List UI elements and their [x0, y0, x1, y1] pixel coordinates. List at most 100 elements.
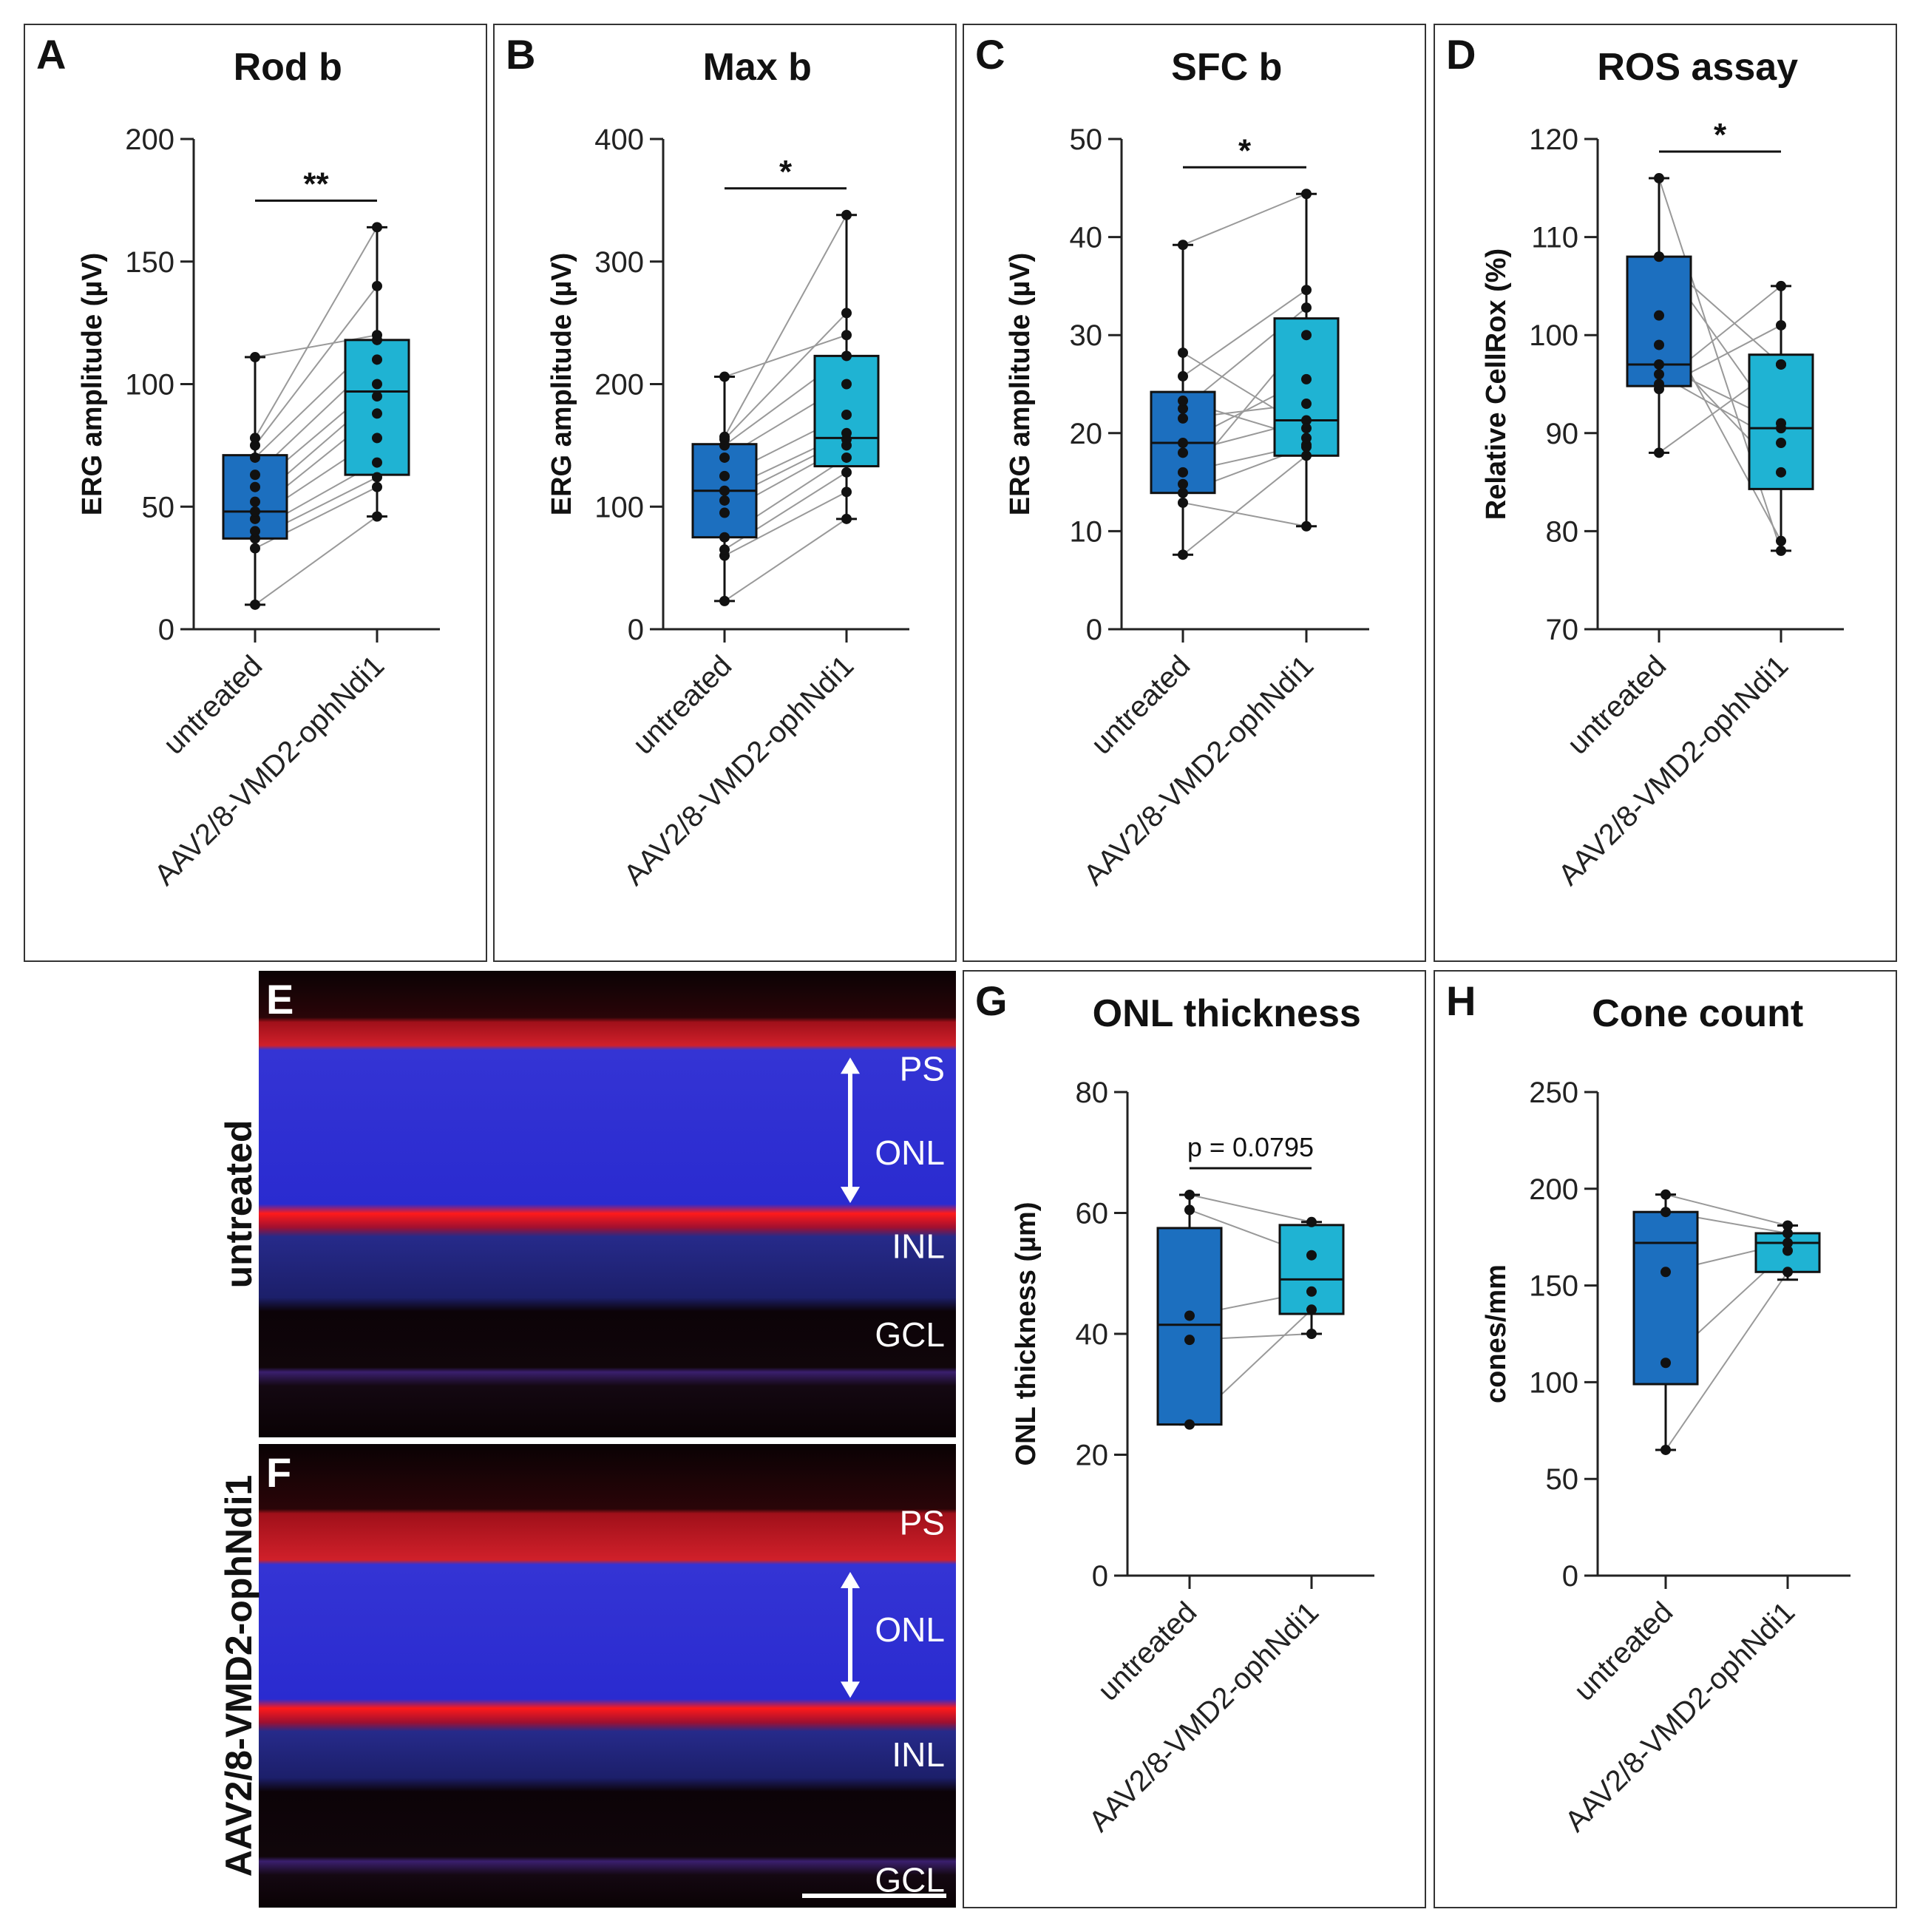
y-tick-label: 50: [142, 491, 175, 523]
chart-panel-c: C SFC b 0 10 20 30 40 50 ERG amplitude (µV) untre…: [963, 24, 1426, 962]
pair-line: [1182, 455, 1307, 556]
y-tick-label: 0: [628, 614, 644, 646]
row-side-label: untreated: [218, 1120, 259, 1289]
data-point: [372, 472, 382, 483]
y-tick-label: 70: [1546, 614, 1579, 646]
data-point: [1306, 1250, 1317, 1261]
layer-label-onl: ONL: [875, 1610, 945, 1649]
y-tick-label: 100: [125, 369, 174, 401]
data-point: [1178, 240, 1188, 251]
x-tick-label: untreated: [1561, 649, 1673, 761]
data-point: [372, 280, 382, 291]
data-point: [719, 485, 730, 496]
pair-line: [724, 334, 847, 378]
y-tick-label: 20: [1070, 418, 1103, 450]
x-tick-label: untreated: [1092, 1596, 1204, 1707]
chart-panel-g: G ONL thickness 0 20 40 60 80 ONL thickness (µm…: [963, 970, 1426, 1908]
data-point: [1184, 1204, 1195, 1216]
y-tick-label: 10: [1070, 515, 1103, 548]
data-point: [250, 513, 260, 524]
y-tick-label: 110: [1531, 222, 1578, 254]
arrow-up-icon: [841, 1572, 860, 1589]
data-point: [1776, 438, 1786, 449]
x-tick-label: AAV2/8-VMD2-ophNdi1: [1559, 1596, 1802, 1838]
data-point: [719, 431, 730, 442]
data-point: [1301, 399, 1312, 410]
data-point: [1776, 423, 1786, 434]
data-point: [1301, 189, 1312, 200]
layer-label-gcl: GCL: [875, 1315, 945, 1354]
data-point: [719, 532, 730, 543]
significance-label: *: [1238, 132, 1252, 169]
pair-line: [724, 214, 847, 438]
panel-letter: D: [1446, 31, 1476, 78]
pair-line: [254, 226, 378, 438]
box-untreated: [1156, 1227, 1223, 1426]
data-point: [841, 330, 852, 341]
data-point: [250, 543, 260, 554]
data-point: [372, 433, 382, 444]
data-point: [1301, 302, 1312, 313]
data-point: [250, 533, 260, 544]
data-point: [1178, 478, 1188, 489]
data-point: [1782, 1245, 1793, 1256]
arrow-down-icon: [841, 1681, 860, 1698]
data-point: [1301, 521, 1312, 532]
x-tick-label: untreated: [1085, 649, 1197, 761]
data-point: [372, 222, 382, 233]
data-point: [719, 544, 730, 555]
chart-title: Max b: [703, 46, 812, 89]
data-point: [372, 408, 382, 419]
y-tick-label: 200: [125, 123, 174, 156]
data-point: [1184, 1335, 1195, 1346]
data-point: [372, 511, 382, 522]
data-point: [841, 308, 852, 319]
layer-label-ps: PS: [900, 1050, 945, 1088]
data-point: [1178, 487, 1188, 498]
y-tick-label: 40: [1076, 1318, 1109, 1351]
pair-line: [1665, 1271, 1788, 1451]
data-point: [372, 354, 382, 365]
y-tick-label: 100: [1529, 1366, 1578, 1399]
data-point: [1178, 447, 1188, 458]
data-point: [841, 427, 852, 438]
layer-label-gcl: GCL: [875, 1860, 945, 1899]
layer-label-onl: ONL: [875, 1133, 945, 1172]
data-point: [1782, 1238, 1793, 1249]
y-tick-label: 20: [1076, 1440, 1109, 1472]
data-point: [1178, 348, 1188, 359]
panel-frame: [493, 24, 957, 962]
data-point: [1654, 447, 1664, 458]
y-tick-label: 100: [594, 491, 644, 523]
chart-panel-b: B Max b 0 100 200 300 400 ERG amplitude (µV) unt…: [493, 24, 957, 962]
y-tick-label: 0: [158, 614, 174, 646]
panel-frame: [963, 970, 1426, 1908]
y-tick-label: 80: [1076, 1077, 1109, 1109]
y-axis-label: ERG amplitude (µV): [546, 253, 577, 515]
x-tick-label: untreated: [627, 649, 739, 761]
data-point: [372, 391, 382, 402]
data-point: [1776, 280, 1786, 291]
significance-label: *: [779, 154, 793, 190]
arrow-up-icon: [841, 1057, 860, 1074]
data-point: [1178, 396, 1188, 407]
data-point: [1306, 1329, 1317, 1339]
data-point: [1178, 438, 1188, 449]
chart-title: SFC b: [1171, 46, 1282, 89]
x-tick-label: AAV2/8-VMD2-ophNdi1: [1083, 1596, 1326, 1838]
chart-title: Rod b: [234, 46, 342, 89]
data-point: [1654, 173, 1664, 184]
pair-line: [254, 334, 378, 359]
data-point: [719, 470, 730, 481]
data-point: [1301, 450, 1312, 461]
x-tick-label: untreated: [157, 649, 269, 761]
y-tick-label: 150: [125, 246, 174, 279]
y-tick-label: 120: [1529, 123, 1578, 156]
panel-frame: [963, 24, 1426, 962]
data-point: [841, 467, 852, 478]
row-side-label: AAV2/8-VMD2-ophNdi1: [218, 1475, 259, 1877]
data-point: [841, 350, 852, 362]
chart-panel-d: D ROS assay 70 80 90 100 110 120 Relative CellRo…: [1434, 24, 1897, 962]
